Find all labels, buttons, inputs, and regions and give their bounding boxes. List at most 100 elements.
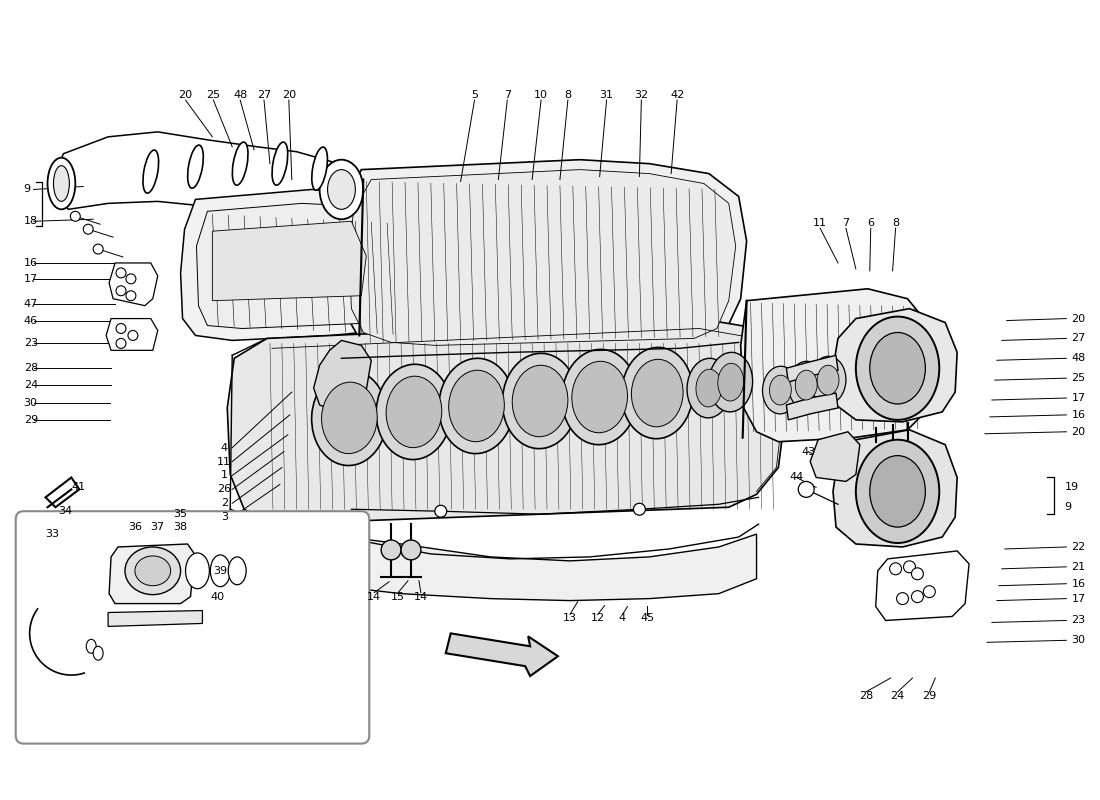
Text: 23: 23 xyxy=(1071,615,1086,626)
Polygon shape xyxy=(786,355,838,382)
Ellipse shape xyxy=(870,333,925,404)
Ellipse shape xyxy=(770,375,791,405)
Text: 42: 42 xyxy=(670,90,684,100)
Text: 34: 34 xyxy=(58,506,73,516)
Text: 16: 16 xyxy=(24,258,37,268)
Ellipse shape xyxy=(434,506,447,517)
Text: 48: 48 xyxy=(233,90,248,100)
Text: 29: 29 xyxy=(24,415,37,425)
Text: 7: 7 xyxy=(843,218,849,228)
Text: 47: 47 xyxy=(24,298,37,309)
Ellipse shape xyxy=(621,347,693,438)
Text: 15: 15 xyxy=(392,592,405,602)
Ellipse shape xyxy=(789,362,824,409)
Ellipse shape xyxy=(572,362,627,433)
Ellipse shape xyxy=(125,547,180,594)
Ellipse shape xyxy=(817,366,839,395)
Ellipse shape xyxy=(856,317,939,420)
Text: 23: 23 xyxy=(24,338,37,348)
Polygon shape xyxy=(811,432,860,482)
Text: 5: 5 xyxy=(471,90,478,100)
FancyBboxPatch shape xyxy=(15,511,370,743)
Text: 46: 46 xyxy=(24,315,37,326)
Ellipse shape xyxy=(634,503,646,515)
Text: 9: 9 xyxy=(1065,502,1071,512)
Polygon shape xyxy=(45,478,79,507)
Text: 41: 41 xyxy=(72,482,86,492)
Text: 27: 27 xyxy=(257,90,271,100)
Polygon shape xyxy=(786,393,838,420)
Text: 28: 28 xyxy=(24,363,37,374)
Polygon shape xyxy=(212,222,366,301)
Ellipse shape xyxy=(311,147,328,190)
Text: 11: 11 xyxy=(813,218,827,228)
Ellipse shape xyxy=(386,376,442,448)
Ellipse shape xyxy=(896,593,909,605)
Text: 37: 37 xyxy=(151,522,165,532)
Text: 35: 35 xyxy=(174,510,188,519)
Text: 39: 39 xyxy=(213,566,228,576)
Text: 44: 44 xyxy=(789,473,803,482)
Text: 11: 11 xyxy=(218,457,231,466)
Polygon shape xyxy=(272,527,757,601)
Text: 10: 10 xyxy=(535,90,548,100)
Ellipse shape xyxy=(376,364,452,459)
Polygon shape xyxy=(228,318,786,524)
Ellipse shape xyxy=(116,286,127,296)
Polygon shape xyxy=(314,341,372,412)
Ellipse shape xyxy=(688,358,730,418)
Ellipse shape xyxy=(503,354,578,449)
Ellipse shape xyxy=(232,142,248,186)
Ellipse shape xyxy=(923,586,935,598)
Ellipse shape xyxy=(513,366,568,437)
Text: 22: 22 xyxy=(1071,542,1086,552)
Ellipse shape xyxy=(116,323,127,334)
Ellipse shape xyxy=(321,382,377,454)
Ellipse shape xyxy=(94,646,103,660)
Polygon shape xyxy=(109,263,157,306)
Ellipse shape xyxy=(912,568,923,580)
Ellipse shape xyxy=(128,330,138,341)
Text: 20: 20 xyxy=(1071,314,1086,323)
Ellipse shape xyxy=(186,553,209,589)
Polygon shape xyxy=(109,544,195,603)
Text: 18: 18 xyxy=(24,216,37,226)
Text: 29: 29 xyxy=(922,691,936,701)
Text: 40: 40 xyxy=(210,592,224,602)
Text: 27: 27 xyxy=(1071,334,1086,343)
Ellipse shape xyxy=(135,556,170,586)
Polygon shape xyxy=(108,610,202,626)
Text: 32: 32 xyxy=(635,90,648,100)
Text: 13: 13 xyxy=(563,614,576,623)
Ellipse shape xyxy=(562,350,637,445)
Text: 28: 28 xyxy=(859,691,873,701)
Ellipse shape xyxy=(708,352,752,412)
Ellipse shape xyxy=(116,268,127,278)
Text: 3: 3 xyxy=(221,512,228,522)
Polygon shape xyxy=(340,160,747,352)
Ellipse shape xyxy=(811,356,846,404)
Polygon shape xyxy=(106,318,157,350)
Ellipse shape xyxy=(856,440,939,543)
Ellipse shape xyxy=(696,370,722,407)
Ellipse shape xyxy=(143,150,158,193)
Text: 48: 48 xyxy=(1071,354,1086,363)
Polygon shape xyxy=(740,289,930,442)
Text: 8: 8 xyxy=(564,90,571,100)
Ellipse shape xyxy=(449,370,504,442)
Text: 1: 1 xyxy=(221,470,228,481)
Ellipse shape xyxy=(382,540,402,560)
Ellipse shape xyxy=(799,482,814,498)
Polygon shape xyxy=(197,203,409,329)
Text: 7: 7 xyxy=(504,90,510,100)
Text: 43: 43 xyxy=(801,446,815,457)
Ellipse shape xyxy=(903,561,915,573)
Text: 19: 19 xyxy=(1065,482,1078,492)
Ellipse shape xyxy=(70,211,80,222)
Ellipse shape xyxy=(47,158,75,210)
Ellipse shape xyxy=(402,540,421,560)
Text: 2: 2 xyxy=(221,498,228,508)
Text: 20: 20 xyxy=(178,90,192,100)
Text: 30: 30 xyxy=(1071,635,1086,646)
Text: 24: 24 xyxy=(890,691,904,701)
